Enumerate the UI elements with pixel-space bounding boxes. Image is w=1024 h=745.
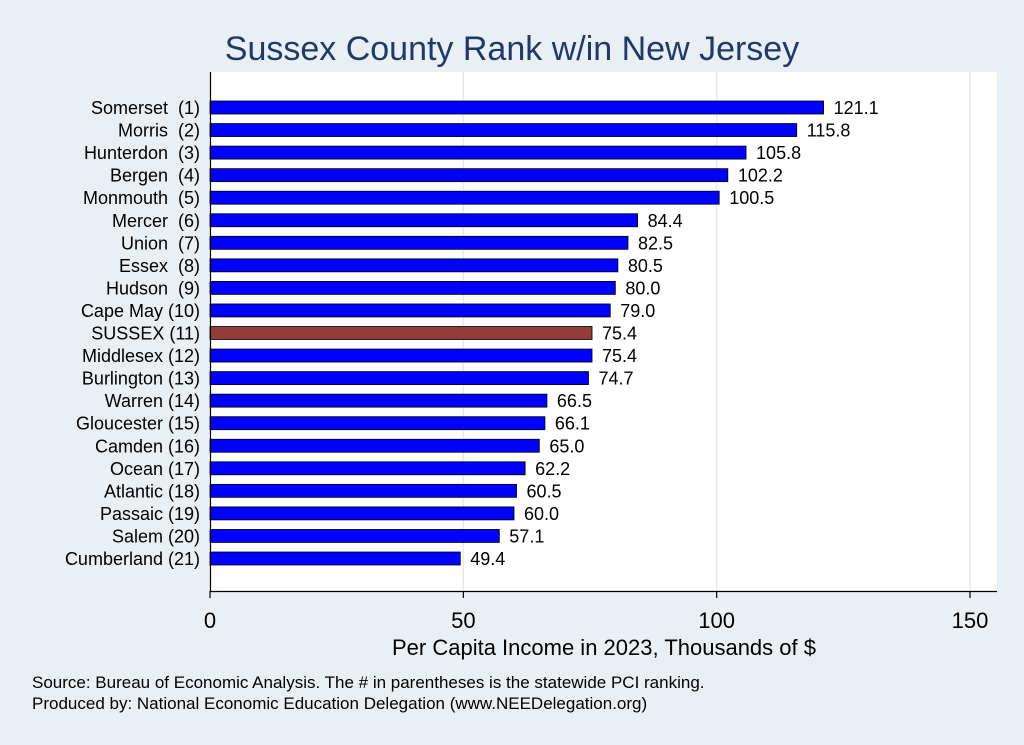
value-label: 57.1 xyxy=(509,526,544,546)
bar xyxy=(209,123,798,137)
bar xyxy=(209,258,619,273)
category-label: Cape May (10) xyxy=(81,301,200,321)
bar xyxy=(209,348,593,363)
source-note: Source: Bureau of Economic Analysis. The… xyxy=(32,673,705,692)
category-label: Hudson (9) xyxy=(106,278,200,298)
category-label: Passaic (19) xyxy=(100,504,200,524)
bar xyxy=(209,551,461,566)
category-label: SUSSEX (11) xyxy=(91,324,200,344)
category-label: Cumberland (21) xyxy=(65,549,200,569)
bar xyxy=(209,145,747,160)
value-label: 80.0 xyxy=(625,278,660,298)
category-label: Mercer (6) xyxy=(112,211,200,231)
bar xyxy=(209,438,540,453)
value-label: 62.2 xyxy=(535,459,570,479)
category-label: Warren (14) xyxy=(105,391,200,411)
bar xyxy=(209,506,515,521)
category-label: Somerset (1) xyxy=(91,98,200,118)
chart-title: Sussex County Rank w/in New Jersey xyxy=(225,30,799,68)
bar xyxy=(209,213,639,228)
value-label: 74.7 xyxy=(598,369,633,389)
value-label: 84.4 xyxy=(648,211,683,231)
bar xyxy=(209,190,720,205)
category-label: Bergen (4) xyxy=(110,166,200,186)
category-label: Gloucester (15) xyxy=(76,414,200,434)
bar xyxy=(209,371,589,386)
category-label: Burlington (13) xyxy=(82,369,200,389)
value-label: 66.1 xyxy=(555,414,590,434)
category-labels: Somerset (1) Morris (2)Hunterdon (3) Berge… xyxy=(65,98,200,569)
value-label: 121.1 xyxy=(834,98,879,118)
category-label: Union (7) xyxy=(121,233,200,253)
value-label: 115.8 xyxy=(807,121,851,141)
value-label: 102.2 xyxy=(738,166,783,186)
bar xyxy=(209,280,616,295)
bar xyxy=(209,235,629,250)
value-label: 66.5 xyxy=(557,391,592,411)
x-axis-title: Per Capita Income in 2023, Thousands of … xyxy=(392,635,816,660)
bar xyxy=(209,461,526,476)
value-label: 75.4 xyxy=(602,324,637,344)
value-label: 75.4 xyxy=(602,346,637,366)
category-label: Hunterdon (3) xyxy=(84,143,200,163)
bar-highlight xyxy=(209,326,593,340)
value-label: 105.8 xyxy=(756,143,801,163)
value-label: 100.5 xyxy=(729,188,774,208)
category-label: Atlantic (18) xyxy=(104,481,200,501)
value-label: 80.5 xyxy=(628,256,663,276)
category-label: Essex (8) xyxy=(119,256,200,276)
bar xyxy=(209,100,824,115)
category-label: Middlesex (12) xyxy=(82,346,200,366)
value-label: 82.5 xyxy=(638,233,673,253)
bar xyxy=(209,168,729,183)
producer-note: Produced by: National Economic Education… xyxy=(32,694,647,713)
value-label: 60.5 xyxy=(527,481,562,501)
x-tick-label: 50 xyxy=(451,608,475,633)
x-tick-label: 150 xyxy=(952,608,989,633)
x-tick-label: 0 xyxy=(204,608,216,633)
category-label: Morris (2) xyxy=(118,121,200,141)
x-axis-ticks: 0 50 100 150 xyxy=(204,591,988,633)
category-label: Ocean (17) xyxy=(110,459,200,479)
value-label: 60.0 xyxy=(524,504,559,524)
category-label: Salem (20) xyxy=(112,526,200,546)
category-label: Camden (16) xyxy=(95,436,200,456)
value-label: 49.4 xyxy=(470,549,505,569)
bar xyxy=(209,416,546,431)
category-label: Monmouth (5) xyxy=(83,188,200,208)
bar xyxy=(209,303,611,318)
bar xyxy=(209,393,548,408)
x-tick-label: 100 xyxy=(698,608,735,633)
value-label: 65.0 xyxy=(549,436,584,456)
bar xyxy=(209,529,500,543)
value-label: 79.0 xyxy=(620,301,655,321)
bar xyxy=(209,483,517,498)
